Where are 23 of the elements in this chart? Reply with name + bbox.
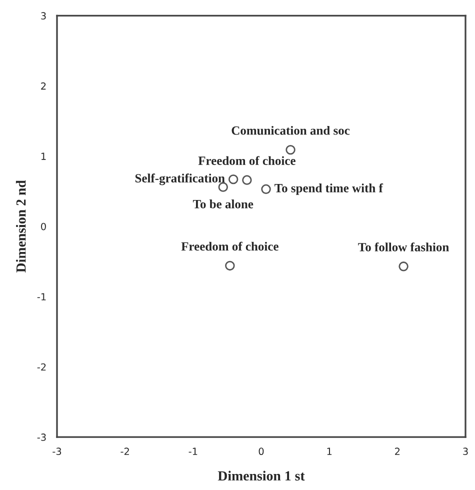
annotation: To follow fashion <box>358 242 449 252</box>
y-tick-label: 1 <box>41 152 46 160</box>
annotation: Comunication and soc <box>232 126 350 135</box>
x-axis-title: Dimension 1 st <box>218 470 305 481</box>
y-tick-label: 2 <box>41 82 46 90</box>
x-tick-label: 0 <box>258 448 264 456</box>
x-tick-label: -3 <box>52 448 62 456</box>
y-tick-label: 0 <box>41 222 46 230</box>
annotation: To be alone <box>192 200 254 208</box>
x-tick-label: -2 <box>120 448 129 455</box>
x-tick-label: 2 <box>395 448 400 455</box>
x-tick-label: -1 <box>188 448 198 455</box>
y-tick-label: -1 <box>37 293 46 300</box>
x-tick-label: 1 <box>327 448 332 455</box>
x-tick-label: 3 <box>463 448 468 456</box>
y-tick-label: -2 <box>37 363 46 371</box>
annotation: Freedom of choice <box>198 156 296 165</box>
annotation: To spend time with f <box>274 183 384 195</box>
annotation: Self-gratification <box>135 174 225 186</box>
y-axis-title: Dimension 2 nd <box>16 180 26 272</box>
y-tick-label: 3 <box>41 12 46 20</box>
annotation: Freedom of choice <box>181 242 278 251</box>
y-tick-label: -3 <box>37 434 46 441</box>
